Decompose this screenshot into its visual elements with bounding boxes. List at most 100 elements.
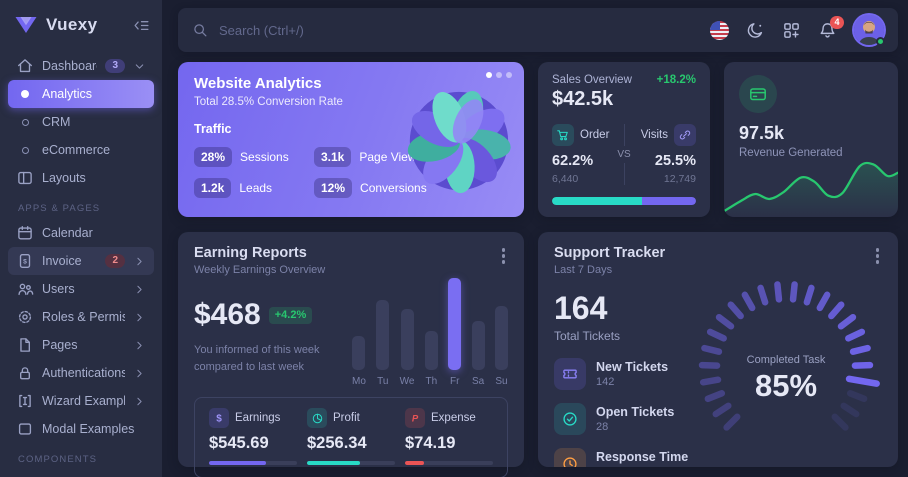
chevron-down-icon (133, 60, 146, 73)
sphere-illustration (398, 82, 516, 200)
sidebar-nav: Dashboard 3 Analytics CRM eCommerce Layo… (0, 50, 162, 477)
brand-name: Vuexy (46, 15, 98, 34)
users-icon (16, 280, 34, 298)
top-navbar: 4 (178, 8, 898, 52)
weekly-earnings-bar-chart: Mo Tu We Th Fr Sa Su (344, 278, 508, 387)
revenue-sparkline-chart (724, 161, 898, 217)
traffic-label: Traffic (194, 122, 232, 136)
cart-icon (552, 124, 574, 146)
sales-overview-card: Sales Overview +18.2% $42.5k Order 62.2%… (538, 62, 710, 217)
bar-Fr: Fr (448, 278, 462, 387)
dashboard-badge: 3 (105, 59, 125, 73)
clock-icon (554, 448, 586, 467)
visits-stats: Visits 25.5% 12,749 (637, 124, 696, 185)
sidebar-item-wizard-examples[interactable]: Wizard Examples (8, 387, 154, 415)
bar-Su: Su (494, 306, 508, 387)
calendar-icon (16, 224, 34, 242)
completed-task-gauge: Completed Task 85% (698, 281, 880, 431)
svg-text:85%: 85% (755, 368, 817, 403)
chevron-right-icon (133, 339, 146, 352)
user-avatar[interactable] (854, 15, 885, 46)
check-circle-icon (554, 403, 586, 435)
active-dot-icon (16, 90, 34, 98)
sidebar-item-roles-permissions[interactable]: Roles & Permissions (8, 303, 154, 331)
sidebar-item-card[interactable]: Card 4 (8, 470, 154, 477)
sidebar-item-analytics[interactable]: Analytics (8, 80, 154, 108)
lock-icon (16, 364, 34, 382)
stat-page-views: 3.1k Page Views (314, 147, 427, 167)
revenue-label: Revenue Generated (739, 147, 843, 159)
vs-divider: VS (611, 124, 637, 185)
home-icon (16, 57, 34, 75)
order-progress-segment (552, 197, 642, 205)
sidebar-item-ecommerce[interactable]: eCommerce (8, 136, 154, 164)
nav-section-components: COMPONENTS (18, 454, 98, 465)
sidebar-item-dashboard[interactable]: Dashboard 3 (8, 52, 154, 80)
language-flag-icon[interactable] (710, 20, 729, 40)
carousel-dot-2[interactable] (496, 72, 502, 78)
link-icon (674, 124, 696, 146)
card-subtitle: Last 7 Days (554, 264, 613, 276)
more-options-icon[interactable] (873, 245, 883, 267)
revenue-generated-card: 97.5k Revenue Generated (724, 62, 898, 217)
weekly-earning-amount: $468 (194, 298, 261, 331)
profit-progress (307, 461, 360, 465)
search-input[interactable] (219, 22, 519, 38)
main-content: 4 Website Analytics (162, 0, 908, 477)
sidebar-item-calendar[interactable]: Calendar (8, 219, 154, 247)
sidebar-item-users[interactable]: Users (8, 275, 154, 303)
sidebar-item-crm[interactable]: CRM (8, 108, 154, 136)
bar-Th: Th (424, 331, 438, 387)
card-title: Earning Reports (194, 245, 307, 261)
dollar-icon: $ (209, 408, 229, 428)
new-tickets-item: New Tickets 142 (554, 358, 882, 390)
total-tickets-value: 164 (554, 290, 608, 326)
earning-stats-box: $ Earnings $545.69 Profit $256.34 (194, 397, 508, 477)
credit-card-icon (739, 75, 777, 113)
sidebar-item-pages[interactable]: Pages (8, 331, 154, 359)
bar-Mo: Mo (352, 336, 366, 387)
ticket-icon (554, 358, 586, 390)
paypal-icon: P (405, 408, 425, 428)
website-analytics-card: Website Analytics Total 28.5% Conversion… (178, 62, 524, 217)
brand: Vuexy (0, 0, 162, 50)
sidebar-item-invoice[interactable]: $ Invoice 2 (8, 247, 154, 275)
stat-leads: 1.2k Leads (194, 178, 314, 198)
expense-stat: P Expense $74.19 (405, 408, 493, 465)
chevron-right-icon (133, 255, 146, 268)
shortcuts-grid-icon[interactable] (782, 21, 801, 40)
pie-chart-icon (307, 408, 327, 428)
sidebar-item-authentications[interactable]: Authentications (8, 359, 154, 387)
notifications-bell-icon[interactable]: 4 (818, 15, 844, 40)
total-tickets-label: Total Tickets (554, 329, 621, 343)
sales-total: $42.5k (552, 88, 614, 110)
card-subtitle: Weekly Earnings Overview (194, 264, 326, 276)
dark-mode-moon-icon[interactable] (746, 21, 765, 40)
invoice-icon: $ (16, 252, 34, 270)
traffic-stats: 28% Sessions 3.1k Page Views 1.2k Leads … (194, 147, 427, 198)
chevron-right-icon (133, 367, 146, 380)
invoice-badge: 2 (105, 254, 125, 268)
carousel-dot-1[interactable] (486, 72, 492, 78)
order-visits-progress (552, 197, 696, 205)
sales-change-badge: +18.2% (656, 74, 696, 86)
revenue-value: 97.5k (739, 123, 785, 143)
search-icon (192, 22, 209, 39)
sidebar-item-modal-examples[interactable]: Modal Examples (8, 415, 154, 443)
svg-text:$: $ (216, 414, 222, 425)
card-title: Website Analytics (194, 75, 322, 92)
notification-count-badge: 4 (829, 15, 844, 29)
bar-Sa: Sa (471, 321, 485, 387)
earning-change-badge: +4.2% (268, 306, 313, 324)
earnings-progress (209, 461, 267, 465)
open-tickets-item: Open Tickets 28 (554, 403, 882, 435)
sidebar-collapse-icon[interactable] (133, 17, 150, 34)
more-options-icon[interactable] (499, 245, 509, 267)
sidebar-item-layouts[interactable]: Layouts (8, 164, 154, 192)
wizard-icon (16, 392, 34, 410)
search-bar[interactable] (192, 22, 710, 39)
card-title: Support Tracker (554, 245, 666, 261)
carousel-dot-3[interactable] (506, 72, 512, 78)
stat-conversions: 12% Conversions (314, 178, 427, 198)
svg-text:Completed Task: Completed Task (747, 354, 826, 366)
